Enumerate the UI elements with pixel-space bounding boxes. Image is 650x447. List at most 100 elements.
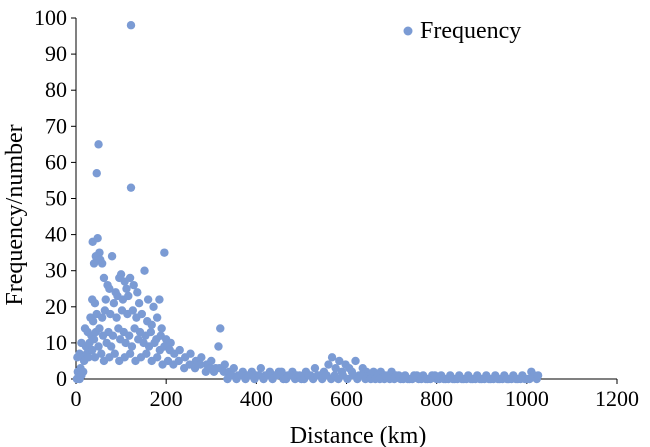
data-point — [533, 371, 543, 380]
data-point — [88, 345, 97, 355]
data-point — [256, 363, 266, 373]
data-point — [92, 169, 101, 178]
data-point — [108, 331, 118, 340]
data-point — [124, 291, 133, 301]
data-point — [152, 313, 162, 322]
data-point — [150, 338, 159, 348]
data-point — [140, 266, 149, 275]
data-point — [106, 309, 115, 319]
data-point — [174, 356, 183, 366]
y-tick-label: 100 — [34, 5, 67, 30]
data-point — [105, 284, 114, 293]
data-point — [101, 295, 110, 304]
data-point — [129, 280, 138, 290]
data-point — [106, 342, 116, 351]
data-point — [89, 259, 99, 268]
data-point — [351, 356, 360, 366]
data-point — [146, 327, 156, 337]
data-point — [331, 363, 340, 373]
y-tick-label: 50 — [45, 186, 67, 211]
data-points — [72, 21, 543, 384]
data-point — [525, 374, 534, 384]
data-point — [186, 349, 195, 358]
data-point — [335, 356, 344, 366]
data-point — [109, 298, 119, 308]
x-tick-label: 200 — [150, 386, 183, 411]
data-point — [99, 273, 109, 283]
data-point — [126, 21, 136, 30]
y-tick-label: 90 — [45, 41, 67, 66]
data-point — [73, 353, 82, 362]
data-point — [94, 140, 103, 149]
data-point — [120, 277, 129, 286]
x-tick-label: 800 — [420, 386, 453, 411]
data-point — [277, 367, 286, 376]
data-point — [88, 317, 98, 326]
legend-marker-icon — [403, 26, 413, 36]
data-point — [97, 313, 107, 322]
y-tick-label: 20 — [45, 294, 67, 319]
data-point — [128, 306, 138, 315]
data-point — [77, 371, 86, 380]
data-point — [122, 284, 131, 293]
data-point — [229, 363, 238, 373]
data-point — [147, 320, 156, 330]
y-tick-label: 30 — [45, 258, 67, 283]
data-point — [207, 356, 216, 366]
data-point — [97, 349, 106, 358]
x-tick-label: 0 — [71, 386, 82, 411]
data-point — [324, 360, 333, 369]
data-point — [90, 353, 100, 362]
data-point — [126, 183, 136, 192]
data-point — [89, 335, 99, 344]
x-tick-label: 1000 — [505, 386, 549, 411]
data-point — [112, 313, 121, 322]
data-point — [327, 353, 337, 362]
data-point — [166, 338, 175, 348]
x-tick-label: 400 — [240, 386, 273, 411]
y-tick-label: 0 — [56, 366, 67, 391]
data-point — [121, 338, 130, 348]
data-point — [97, 259, 107, 268]
data-point — [107, 252, 117, 261]
data-point — [143, 295, 153, 304]
data-point — [137, 309, 147, 319]
data-point — [149, 302, 158, 311]
data-point — [310, 363, 320, 373]
data-point — [134, 298, 144, 308]
y-axis-title: Frequency/number — [2, 124, 28, 305]
data-point — [155, 295, 164, 304]
y-tick-label: 70 — [45, 113, 67, 138]
data-point — [110, 349, 119, 358]
data-point — [214, 342, 223, 351]
data-point — [196, 360, 205, 369]
data-point — [95, 324, 104, 333]
data-point — [197, 353, 206, 362]
data-point — [94, 342, 103, 351]
data-point — [125, 349, 135, 358]
legend-label: Frequency — [420, 18, 521, 44]
y-tick-label: 60 — [45, 149, 67, 174]
data-point — [127, 342, 137, 351]
data-point — [116, 270, 126, 279]
data-point — [90, 298, 100, 308]
legend: Frequency — [403, 18, 521, 44]
y-tick-label: 10 — [45, 330, 67, 355]
data-point — [133, 288, 142, 297]
x-tick-label: 1200 — [595, 386, 639, 411]
data-point — [160, 248, 169, 257]
y-tick-label: 80 — [45, 77, 67, 102]
x-tick-label: 600 — [330, 386, 363, 411]
x-axis-title: Distance (km) — [290, 423, 427, 447]
data-point — [152, 353, 162, 362]
data-point — [124, 331, 134, 340]
y-tick-label: 40 — [45, 222, 67, 247]
data-point — [157, 324, 166, 333]
data-point — [216, 324, 225, 333]
data-point — [142, 349, 151, 358]
data-point — [93, 234, 102, 243]
data-point — [175, 345, 184, 355]
data-point — [84, 353, 93, 362]
